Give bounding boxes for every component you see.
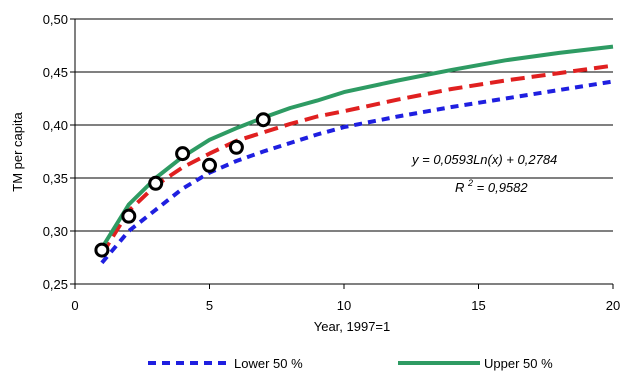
x-tick-label: 5	[206, 298, 213, 313]
x-tick-labels: 0 5 10 15 20	[71, 298, 620, 313]
observed-points	[94, 112, 271, 258]
y-tick-label: 0,30	[43, 224, 68, 239]
observed-point	[121, 208, 137, 224]
observed-point	[228, 139, 244, 155]
r-squared-label: R 2 = 0,9582	[455, 174, 528, 195]
x-tick-label: 20	[606, 298, 620, 313]
trendline-equation: y = 0,0593Ln(x) + 0,2784	[411, 152, 557, 167]
y-tick-label: 0,25	[43, 277, 68, 292]
series-line-upper-50-line	[100, 44, 614, 250]
observed-point	[202, 157, 217, 173]
gridlines	[70, 18, 614, 289]
y-tick-label: 0,40	[43, 118, 68, 133]
x-tick-label: 15	[471, 298, 485, 313]
series-line-middle-line	[100, 63, 614, 256]
series-layer	[100, 44, 614, 265]
x-tick-label: 0	[71, 298, 78, 313]
r-squared-exponent: 2	[467, 178, 473, 188]
y-tick-label: 0,35	[43, 171, 68, 186]
r-squared-symbol: R	[455, 180, 464, 195]
observed-point	[255, 112, 271, 128]
observed-point	[175, 146, 191, 162]
y-tick-label: 0,45	[43, 65, 68, 80]
legend-label-upper: Upper 50 %	[484, 356, 553, 371]
y-tick-label: 0,50	[43, 12, 68, 27]
x-axis-title: Year, 1997=1	[314, 319, 391, 334]
x-tick-label: 10	[337, 298, 351, 313]
y-axis-title: TM per capita	[10, 111, 25, 191]
observed-point	[94, 242, 110, 258]
legend: Lower 50 % Upper 50 %	[148, 356, 553, 371]
plot-area	[75, 19, 613, 284]
y-tick-labels: 0,25 0,30 0,35 0,40 0,45 0,50	[43, 12, 68, 292]
axes	[74, 19, 613, 285]
observed-point	[148, 175, 164, 191]
r-squared-value: = 0,9582	[477, 180, 529, 195]
legend-label-lower: Lower 50 %	[234, 356, 303, 371]
series-line-lower-50-line	[100, 79, 614, 265]
